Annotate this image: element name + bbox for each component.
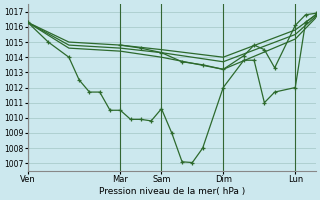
X-axis label: Pression niveau de la mer( hPa ): Pression niveau de la mer( hPa ) [99,187,245,196]
